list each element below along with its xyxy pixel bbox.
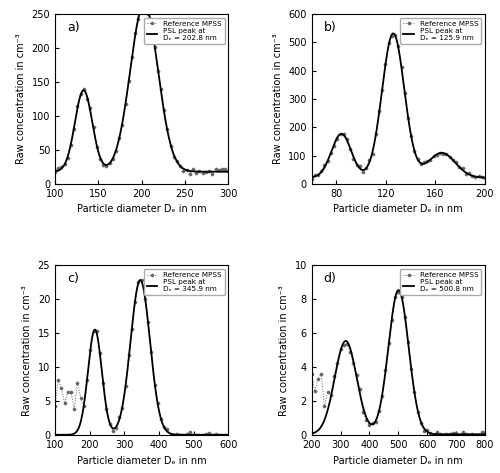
Reference MPSS bbox=[482, 429, 488, 435]
Reference MPSS bbox=[116, 414, 122, 420]
Reference MPSS bbox=[479, 429, 485, 435]
Reference MPSS bbox=[396, 289, 402, 295]
PSL peak at
Dₑ = 202.8 nm bbox=[183, 167, 189, 173]
Line: Reference MPSS: Reference MPSS bbox=[54, 278, 230, 437]
Reference MPSS bbox=[72, 126, 78, 131]
PSL peak at
Dₑ = 500.8 nm bbox=[482, 431, 488, 437]
Line: Reference MPSS: Reference MPSS bbox=[310, 34, 486, 181]
PSL peak at
Dₑ = 125.9 nm bbox=[424, 159, 430, 165]
X-axis label: Particle diameter Dₑ in nm: Particle diameter Dₑ in nm bbox=[77, 455, 206, 465]
Reference MPSS bbox=[430, 432, 436, 438]
PSL peak at
Dₑ = 500.8 nm bbox=[424, 429, 430, 435]
PSL peak at
Dₑ = 125.9 nm bbox=[411, 147, 417, 152]
Reference MPSS bbox=[138, 277, 144, 282]
Legend: Reference MPSS, PSL peak at
Dₑ = 500.8 nm: Reference MPSS, PSL peak at Dₑ = 500.8 n… bbox=[400, 269, 481, 295]
Reference MPSS bbox=[116, 135, 122, 140]
Reference MPSS bbox=[72, 406, 78, 412]
Reference MPSS bbox=[226, 432, 232, 438]
PSL peak at
Dₑ = 202.8 nm bbox=[154, 63, 160, 69]
PSL peak at
Dₑ = 345.9 nm bbox=[82, 388, 88, 394]
Reference MPSS bbox=[142, 1, 148, 7]
PSL peak at
Dₑ = 500.8 nm bbox=[387, 330, 393, 336]
PSL peak at
Dₑ = 202.8 nm bbox=[226, 169, 232, 175]
Legend: Reference MPSS, PSL peak at
Dₑ = 202.8 nm: Reference MPSS, PSL peak at Dₑ = 202.8 n… bbox=[144, 18, 225, 44]
Reference MPSS bbox=[168, 432, 173, 438]
PSL peak at
Dₑ = 500.8 nm bbox=[353, 372, 359, 378]
Reference MPSS bbox=[479, 175, 485, 180]
Text: b): b) bbox=[324, 21, 336, 34]
X-axis label: Particle diameter Dₑ in nm: Particle diameter Dₑ in nm bbox=[334, 455, 463, 465]
Text: a): a) bbox=[67, 21, 80, 34]
PSL peak at
Dₑ = 345.9 nm bbox=[96, 348, 102, 354]
Reference MPSS bbox=[392, 33, 398, 38]
Line: PSL peak at
Dₑ = 500.8 nm: PSL peak at Dₑ = 500.8 nm bbox=[312, 290, 485, 434]
X-axis label: Particle diameter Dₑ in nm: Particle diameter Dₑ in nm bbox=[334, 204, 463, 214]
Line: PSL peak at
Dₑ = 125.9 nm: PSL peak at Dₑ = 125.9 nm bbox=[312, 34, 485, 177]
PSL peak at
Dₑ = 345.9 nm bbox=[138, 277, 143, 283]
PSL peak at
Dₑ = 125.9 nm bbox=[308, 175, 314, 180]
Reference MPSS bbox=[94, 328, 100, 334]
PSL peak at
Dₑ = 345.9 nm bbox=[52, 432, 58, 438]
PSL peak at
Dₑ = 202.8 nm bbox=[130, 44, 136, 50]
PSL peak at
Dₑ = 345.9 nm bbox=[130, 311, 136, 317]
Reference MPSS bbox=[308, 371, 314, 377]
Reference MPSS bbox=[350, 360, 356, 366]
Reference MPSS bbox=[52, 169, 58, 175]
PSL peak at
Dₑ = 500.8 nm bbox=[411, 387, 417, 393]
Reference MPSS bbox=[308, 176, 314, 182]
PSL peak at
Dₑ = 500.8 nm bbox=[440, 431, 446, 437]
Text: d): d) bbox=[324, 272, 336, 285]
PSL peak at
Dₑ = 202.8 nm bbox=[52, 168, 58, 174]
Line: Reference MPSS: Reference MPSS bbox=[310, 290, 486, 437]
PSL peak at
Dₑ = 345.9 nm bbox=[154, 400, 160, 405]
Reference MPSS bbox=[94, 144, 100, 150]
PSL peak at
Dₑ = 500.8 nm bbox=[340, 342, 345, 348]
Reference MPSS bbox=[373, 131, 379, 137]
Reference MPSS bbox=[187, 171, 193, 176]
PSL peak at
Dₑ = 125.9 nm bbox=[387, 36, 393, 42]
Reference MPSS bbox=[84, 96, 90, 102]
Y-axis label: Raw concentration in cm⁻³: Raw concentration in cm⁻³ bbox=[272, 34, 282, 165]
Reference MPSS bbox=[466, 170, 472, 176]
PSL peak at
Dₑ = 500.8 nm bbox=[396, 287, 402, 293]
PSL peak at
Dₑ = 345.9 nm bbox=[226, 432, 232, 438]
Y-axis label: Raw concentration in cm⁻³: Raw concentration in cm⁻³ bbox=[16, 34, 26, 165]
Reference MPSS bbox=[482, 175, 488, 181]
PSL peak at
Dₑ = 125.9 nm bbox=[340, 131, 345, 137]
PSL peak at
Dₑ = 202.8 nm bbox=[141, 1, 147, 7]
Y-axis label: Raw concentration in cm⁻³: Raw concentration in cm⁻³ bbox=[279, 285, 289, 416]
Legend: Reference MPSS, PSL peak at
Dₑ = 345.9 nm: Reference MPSS, PSL peak at Dₑ = 345.9 n… bbox=[144, 269, 225, 295]
Reference MPSS bbox=[222, 432, 228, 438]
Line: PSL peak at
Dₑ = 345.9 nm: PSL peak at Dₑ = 345.9 nm bbox=[55, 280, 229, 435]
PSL peak at
Dₑ = 125.9 nm bbox=[440, 150, 446, 156]
Reference MPSS bbox=[350, 156, 356, 162]
PSL peak at
Dₑ = 125.9 nm bbox=[353, 160, 359, 166]
Y-axis label: Raw concentration in cm⁻³: Raw concentration in cm⁻³ bbox=[22, 285, 32, 416]
PSL peak at
Dₑ = 125.9 nm bbox=[482, 175, 488, 180]
Legend: Reference MPSS, PSL peak at
Dₑ = 125.9 nm: Reference MPSS, PSL peak at Dₑ = 125.9 n… bbox=[400, 18, 481, 44]
Reference MPSS bbox=[222, 166, 228, 172]
Line: Reference MPSS: Reference MPSS bbox=[54, 2, 230, 175]
Reference MPSS bbox=[328, 150, 334, 156]
Reference MPSS bbox=[212, 431, 218, 437]
Text: c): c) bbox=[67, 272, 79, 285]
PSL peak at
Dₑ = 202.8 nm bbox=[168, 143, 174, 149]
PSL peak at
Dₑ = 500.8 nm bbox=[308, 431, 314, 437]
Reference MPSS bbox=[469, 431, 475, 437]
Reference MPSS bbox=[373, 419, 379, 425]
Line: PSL peak at
Dₑ = 202.8 nm: PSL peak at Dₑ = 202.8 nm bbox=[55, 4, 229, 172]
PSL peak at
Dₑ = 125.9 nm bbox=[390, 31, 396, 36]
Reference MPSS bbox=[340, 342, 346, 348]
PSL peak at
Dₑ = 202.8 nm bbox=[82, 90, 88, 96]
PSL peak at
Dₑ = 345.9 nm bbox=[168, 431, 174, 437]
PSL peak at
Dₑ = 202.8 nm bbox=[96, 153, 102, 158]
X-axis label: Particle diameter Dₑ in nm: Particle diameter Dₑ in nm bbox=[77, 204, 206, 214]
Reference MPSS bbox=[84, 377, 90, 383]
Reference MPSS bbox=[212, 166, 218, 172]
Reference MPSS bbox=[340, 131, 346, 137]
PSL peak at
Dₑ = 345.9 nm bbox=[183, 432, 189, 438]
Reference MPSS bbox=[226, 168, 232, 174]
Reference MPSS bbox=[328, 393, 334, 398]
Reference MPSS bbox=[52, 403, 58, 409]
